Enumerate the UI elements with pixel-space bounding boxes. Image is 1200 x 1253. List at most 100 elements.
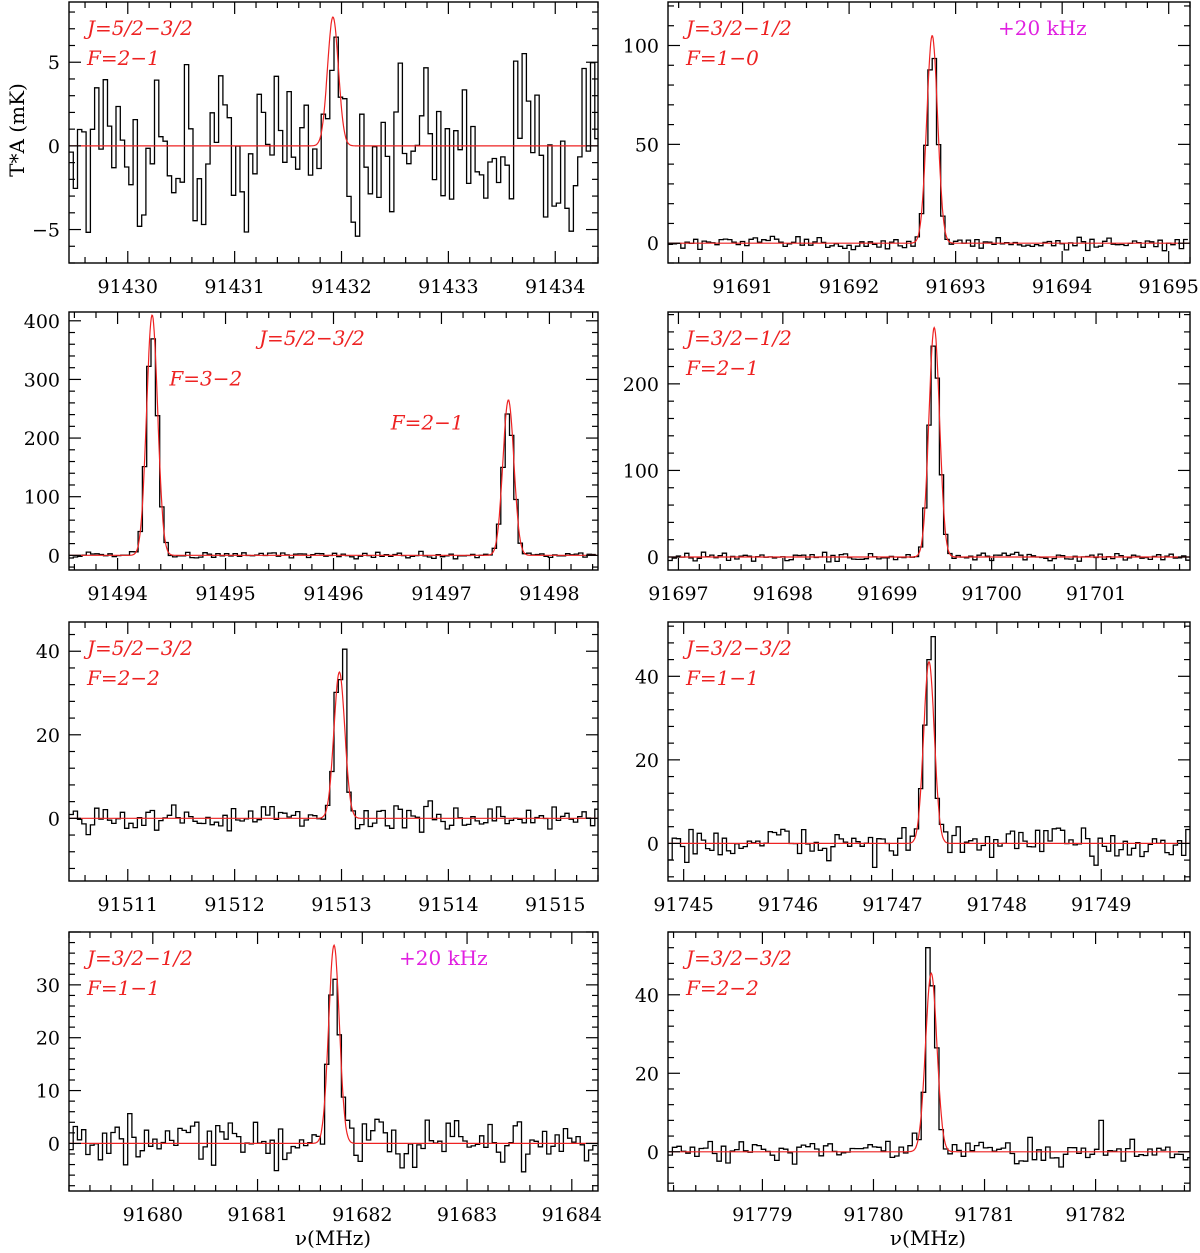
panel-1: 91430 91431 91432 91433 91434 −5 0 5 J=5/2−3/2 F=…	[32, 1, 599, 298]
x-tick-label: 91515	[525, 894, 585, 916]
x-tick-label: 91698	[753, 583, 813, 605]
offset-note: +20 kHz	[399, 946, 488, 970]
x-tick-label: 91431	[204, 276, 264, 298]
x-tick-label: 91700	[961, 583, 1021, 605]
y-tick-label: 20	[36, 725, 60, 747]
panels-layer: 91430 91431 91432 91433 91434 −5 0 5 J=5/2−3/2 F=…	[24, 1, 1199, 1226]
transition-label: J=5/2−3/2	[255, 326, 365, 350]
y-tick-label: 0	[647, 233, 659, 255]
y-tick-label: 40	[635, 666, 659, 688]
y-tick-label: 40	[36, 641, 60, 663]
y-tick-label: 400	[24, 311, 60, 333]
x-tick-label: 91782	[1065, 1204, 1125, 1226]
x-tick-label: 91512	[204, 894, 264, 916]
gaussian-fit	[668, 35, 1190, 244]
plot-frame	[667, 931, 1191, 1192]
x-tick-label: 91434	[525, 276, 585, 298]
gaussian-fit	[668, 972, 1190, 1153]
panel-2: 91691 91692 91693 91694 91695 0 50 100 J=3/2−1/2…	[623, 1, 1199, 298]
observed-spectrum	[69, 36, 598, 237]
transition-label: F=1−0	[685, 46, 759, 70]
observed-spectrum	[69, 338, 596, 560]
observed-spectrum	[69, 978, 597, 1173]
x-tick-label: 91433	[418, 276, 478, 298]
x-tick-label: 91681	[227, 1204, 287, 1226]
x-tick-label: 91745	[653, 894, 713, 916]
panel-6: 91745 91746 91747 91748 91749 0 20 40 J=3/2−3/2 F…	[635, 621, 1191, 916]
x-tick-label: 91694	[1032, 276, 1092, 298]
panel-3: 91494 91495 91496 91497 91498 0 100 200 300 400 J=…	[24, 311, 599, 605]
y-tick-label: 0	[48, 545, 60, 567]
gaussian-fit	[69, 671, 598, 819]
component-label: F=2−1	[390, 410, 464, 434]
x-tick-label: 91692	[819, 276, 879, 298]
transition-label: J=3/2−3/2	[682, 636, 792, 660]
x-axis-title-left: ν(MHz)	[295, 1226, 371, 1250]
observed-spectrum	[668, 947, 1190, 1168]
x-tick-label: 91691	[712, 276, 772, 298]
x-axis-title-right: ν(MHz)	[890, 1226, 966, 1250]
transition-label: F=2−1	[86, 46, 160, 70]
plot-frame	[667, 621, 1191, 882]
x-tick-label: 91781	[954, 1204, 1014, 1226]
x-tick-label: 91779	[732, 1204, 792, 1226]
offset-note: +20 kHz	[998, 16, 1087, 40]
y-tick-label: 0	[48, 136, 60, 158]
x-tick-label: 91684	[542, 1204, 602, 1226]
transition-label: F=1−1	[86, 976, 160, 1000]
y-tick-label: 100	[24, 487, 60, 509]
y-tick-label: 100	[623, 460, 659, 482]
y-tick-label: 20	[635, 1063, 659, 1085]
y-tick-label: 50	[635, 134, 659, 156]
transition-label: F=2−2	[86, 666, 160, 690]
x-tick-label: 91432	[311, 276, 371, 298]
observed-spectrum	[668, 57, 1188, 252]
transition-label: J=5/2−3/2	[83, 636, 193, 660]
gaussian-fit	[69, 16, 598, 147]
transition-label: J=3/2−3/2	[682, 946, 792, 970]
panel-7: 91680 91681 91682 91683 91684 0 10 20 30 J=3/2−1/…	[36, 931, 602, 1226]
y-tick-label: 20	[635, 750, 659, 772]
y-tick-label: 300	[24, 369, 60, 391]
x-tick-label: 91746	[758, 894, 818, 916]
y-tick-label: 100	[623, 36, 659, 58]
y-tick-label: 40	[635, 985, 659, 1007]
component-label: F=3−2	[168, 366, 242, 390]
x-tick-label: 91697	[648, 583, 708, 605]
x-tick-label: 91747	[862, 894, 922, 916]
x-tick-label: 91430	[98, 276, 158, 298]
y-tick-label: 30	[36, 975, 60, 997]
x-tick-label: 91498	[519, 583, 579, 605]
transition-label: F=1−1	[685, 666, 759, 690]
transition-label: J=3/2−1/2	[682, 326, 792, 350]
x-tick-label: 91511	[98, 894, 158, 916]
observed-spectrum	[668, 635, 1190, 869]
y-tick-label: 0	[48, 1133, 60, 1155]
panel-5: 91511 91512 91513 91514 91515 0 20 40 J=5/2−3/2 F…	[36, 621, 599, 916]
y-tick-label: 0	[647, 1142, 659, 1164]
panel-8: 91779 91780 91781 91782 0 20 40 J=3/2−3/2 F=2−2	[635, 931, 1191, 1226]
x-tick-label: 91699	[857, 583, 917, 605]
x-tick-label: 91695	[1138, 276, 1198, 298]
transition-label: J=3/2−1/2	[83, 946, 193, 970]
gaussian-fit	[668, 326, 1190, 558]
x-tick-label: 91749	[1071, 894, 1131, 916]
x-tick-label: 91748	[967, 894, 1027, 916]
gaussian-fit	[668, 660, 1190, 844]
y-tick-label: 200	[24, 428, 60, 450]
x-tick-label: 91494	[87, 583, 147, 605]
y-tick-label: 20	[36, 1028, 60, 1050]
gaussian-fit	[69, 314, 598, 556]
x-tick-label: 91513	[311, 894, 371, 916]
y-tick-label: 200	[623, 374, 659, 396]
gaussian-fit	[69, 943, 598, 1144]
transition-label: J=5/2−3/2	[83, 16, 193, 40]
x-tick-label: 91495	[195, 583, 255, 605]
y-tick-label: 0	[647, 547, 659, 569]
plot-frame	[68, 931, 599, 1192]
y-tick-label: 5	[48, 52, 60, 74]
transition-label: F=2−1	[685, 356, 759, 380]
x-tick-label: 91514	[418, 894, 478, 916]
y-tick-label: 0	[647, 833, 659, 855]
